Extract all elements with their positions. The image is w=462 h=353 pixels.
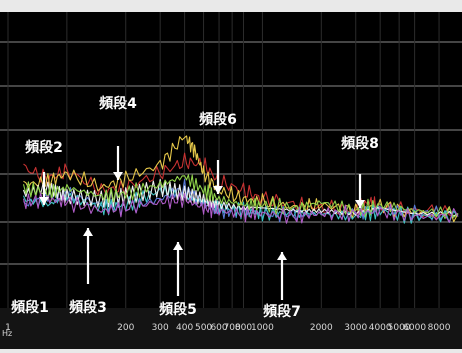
series-line xyxy=(22,174,459,220)
x-tick-label: 3000 xyxy=(344,323,367,333)
x-tick-label: 6000 xyxy=(403,323,426,333)
annotation-arrowhead xyxy=(113,172,123,180)
annotation-label: 頻段4 xyxy=(99,95,137,112)
x-tick-label: 400 xyxy=(176,323,193,333)
annotation-arrowhead xyxy=(277,252,287,260)
annotation-arrowhead xyxy=(39,197,49,205)
annotation-label: 頻段2 xyxy=(25,139,63,156)
x-tick-label: 700 xyxy=(224,323,241,333)
top-strip xyxy=(0,0,462,12)
annotation-label: 頻段3 xyxy=(69,299,107,316)
annotation-arrowhead xyxy=(213,186,223,194)
x-tick-label: 200 xyxy=(117,323,134,333)
plot-background xyxy=(0,12,462,349)
annotation-label: 頻段8 xyxy=(341,135,379,152)
annotation-arrowhead xyxy=(355,200,365,208)
annotation-label: 頻段6 xyxy=(199,111,237,128)
x-tick-label: 8000 xyxy=(428,323,451,333)
annotation-arrowhead xyxy=(173,242,183,250)
x-tick-label: 600 xyxy=(210,323,227,333)
annotation-label: 頻段7 xyxy=(263,303,301,320)
x-tick-label: 2000 xyxy=(310,323,333,333)
x-tick-label: 5000 xyxy=(388,323,411,333)
series-line xyxy=(22,178,459,217)
x-tick-label: 500 xyxy=(195,323,212,333)
annotation-arrowhead xyxy=(83,228,93,236)
x-tick-label: 800 xyxy=(235,323,252,333)
x-tick-label: 4000 xyxy=(369,323,392,333)
x-tick-label: 300 xyxy=(152,323,169,333)
x-unit-label: Hz xyxy=(2,329,12,338)
series-group xyxy=(22,135,459,224)
annotation-label: 頻段5 xyxy=(159,301,197,318)
x-tick-label: 1000 xyxy=(251,323,274,333)
x-axis-band xyxy=(0,308,462,349)
annotations: 頻段1 頻段2 頻段3 頻段4 頻段5 頻段6 頻段7 頻段8 xyxy=(11,95,379,321)
series-line xyxy=(23,152,459,220)
series-line xyxy=(22,192,459,224)
annotation-label: 頻段1 xyxy=(11,299,49,316)
x-tick-label: 1 xyxy=(5,323,11,333)
